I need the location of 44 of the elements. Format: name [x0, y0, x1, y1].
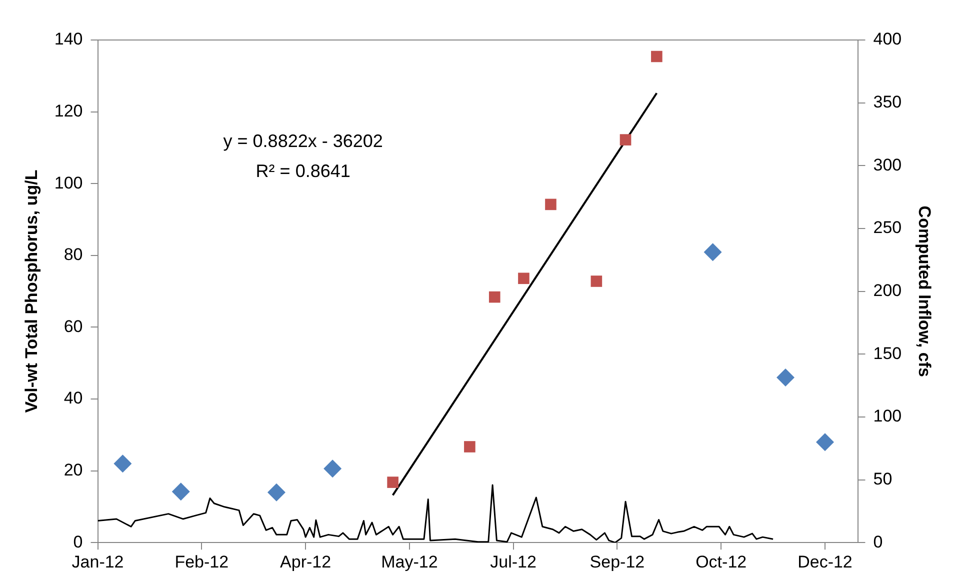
y2-tick-label: 0: [873, 532, 883, 552]
y2-tick-label: 400: [873, 30, 902, 49]
y-tick-label: 120: [54, 101, 83, 120]
y-tick-label: 80: [64, 245, 83, 264]
point: [704, 243, 722, 262]
x-tick-label: May-12: [381, 552, 438, 572]
x-tick-label: Oct-12: [696, 552, 747, 572]
y-tick-label: 0: [73, 532, 83, 552]
point: [172, 482, 190, 501]
y2-tick-label: 350: [873, 92, 902, 112]
y2-tick-label: 250: [873, 218, 902, 238]
point: [488, 291, 500, 303]
annotation: R² = 0.8641: [256, 160, 350, 181]
point: [464, 441, 476, 452]
y2-tick-label: 200: [873, 280, 902, 300]
y2-tick-label: 300: [873, 155, 902, 174]
point: [620, 134, 632, 146]
annotation: y = 0.8822x - 36202: [223, 130, 383, 151]
point: [324, 460, 342, 478]
x-tick-label: Apr-12: [280, 552, 332, 572]
y-axis-title: Vol-wt Total Phosphorus, ug/L: [22, 170, 41, 413]
x-tick-label: Jan-12: [72, 552, 124, 572]
x-tick-label: Dec-12: [798, 552, 852, 572]
x-tick-label: Feb-12: [174, 552, 229, 572]
point: [590, 276, 602, 287]
y-tick-label: 60: [64, 316, 83, 336]
y2-axis-title: Computed Inflow, cfs: [915, 206, 934, 377]
x-tick-label: Jul-12: [490, 552, 536, 572]
y-tick-label: 40: [64, 388, 83, 408]
point: [518, 272, 530, 284]
y2-tick-label: 100: [873, 406, 902, 426]
point: [545, 198, 556, 210]
x-tick-label: Sep-12: [590, 552, 645, 572]
y2-tick-label: 50: [873, 469, 892, 488]
point: [267, 483, 286, 502]
y-tick-label: 20: [64, 460, 83, 480]
y-tick-label: 140: [54, 30, 83, 49]
y-tick-label: 100: [54, 173, 83, 192]
point: [776, 368, 795, 386]
point: [387, 476, 398, 488]
y2-tick-label: 150: [873, 344, 902, 363]
point: [651, 50, 662, 62]
point: [114, 454, 132, 473]
point: [816, 433, 834, 452]
